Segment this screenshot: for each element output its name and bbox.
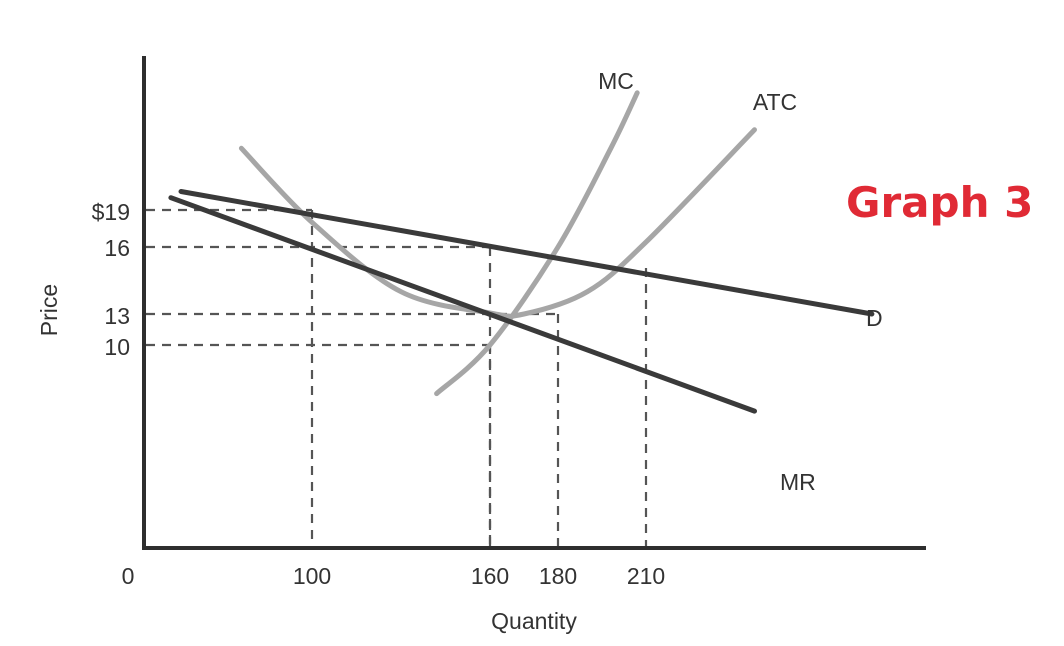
demand-label: D (866, 305, 883, 331)
y-tick-16: 16 (104, 235, 130, 261)
x-axis-title: Quantity (491, 608, 577, 634)
mc-curve (434, 90, 640, 397)
marginal-revenue-line (168, 195, 757, 414)
atc-label: ATC (753, 89, 797, 115)
demand-line (178, 189, 875, 317)
atc-curve (238, 127, 757, 319)
y-axis-title: Price (36, 284, 62, 336)
x-tick-180: 180 (539, 563, 577, 589)
x-tick-100: 100 (293, 563, 331, 589)
y-tick-10: 10 (104, 334, 130, 360)
x-tick-0: 0 (122, 563, 135, 589)
y-tick-19: $19 (92, 199, 130, 225)
mc-label: MC (598, 68, 634, 94)
x-tick-160: 160 (471, 563, 509, 589)
axes (142, 56, 926, 550)
curves (168, 90, 875, 414)
mr-label: MR (780, 469, 816, 495)
graph-title: Graph 3 (846, 178, 1034, 227)
x-tick-210: 210 (627, 563, 665, 589)
y-tick-13: 13 (104, 303, 130, 329)
